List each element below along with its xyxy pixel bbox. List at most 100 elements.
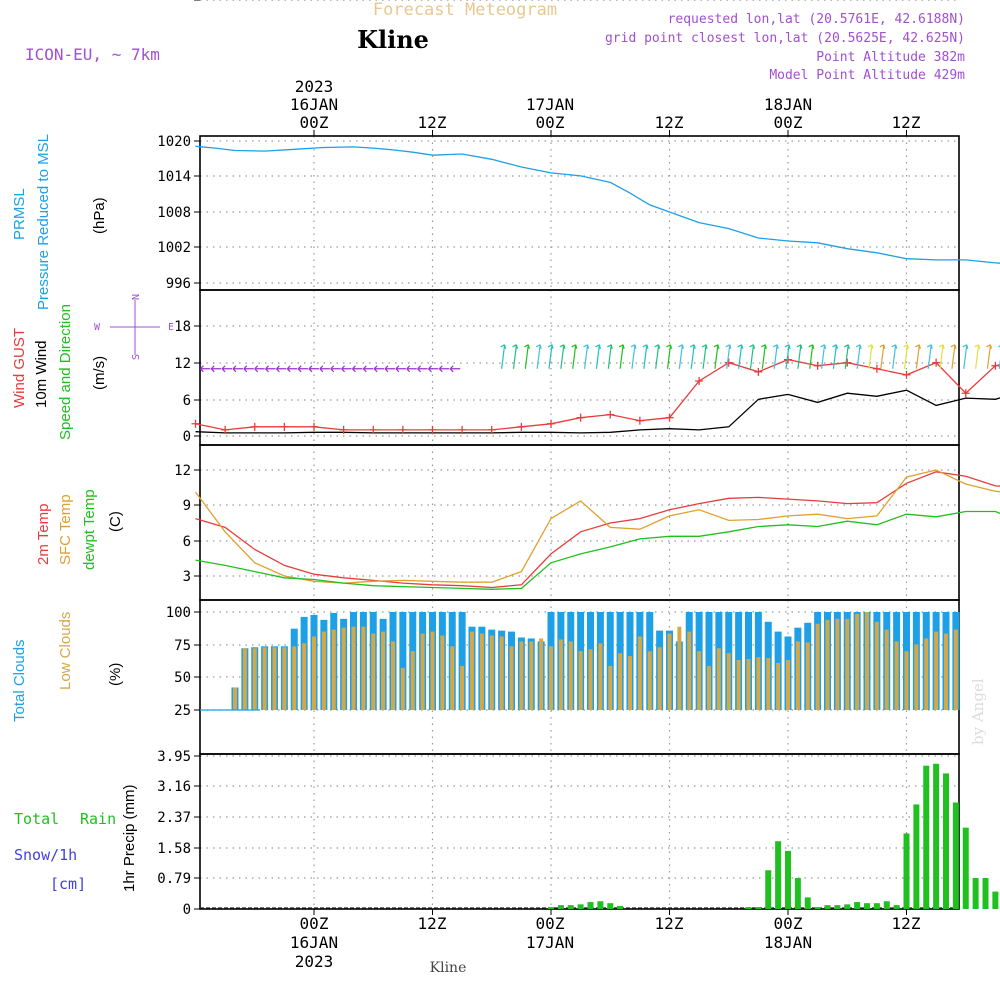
low-cloud-bar: [697, 651, 702, 710]
gust-marker: [458, 425, 467, 434]
wind-arrow: [512, 344, 519, 369]
rain-bar: [794, 878, 801, 909]
gust-marker: [872, 364, 881, 373]
rain-bar: [785, 850, 791, 909]
low-cloud-bar: [756, 657, 761, 710]
gust-marker: [576, 413, 585, 422]
gust-marker: [754, 367, 763, 376]
wind-arrow: [986, 344, 993, 369]
y-tick-label: 0: [183, 0, 191, 4]
y-tick-label: 3: [183, 569, 191, 585]
y-tick-label: 12: [174, 356, 191, 372]
wind-arrow: [867, 344, 874, 369]
low-cloud-bar: [292, 646, 297, 710]
low-cloud-bar: [509, 646, 514, 710]
wind-arrow: [891, 344, 898, 369]
wind-arrow: [221, 365, 233, 373]
low-cloud-bar: [272, 647, 277, 710]
low-cloud-bar: [361, 626, 366, 710]
top-day-1: 16JAN: [290, 95, 338, 114]
y-tick-label: 6: [183, 393, 191, 409]
low-cloud-bar: [637, 636, 642, 710]
y-tick-label: 1014: [157, 169, 191, 185]
y-tick-label: 2.37: [157, 810, 191, 826]
rain-bar: [557, 905, 564, 909]
gust-marker: [724, 358, 733, 367]
point-altitude: Point Altitude 382m: [816, 50, 965, 65]
low-cloud-bar: [815, 623, 820, 710]
top-hour-5: 00Z: [774, 113, 803, 132]
wind-arrow: [275, 365, 287, 373]
rain-bar: [548, 907, 554, 909]
top-hour-3: 00Z: [536, 113, 565, 132]
wind-arrow: [784, 344, 791, 369]
wind-arrow: [844, 344, 850, 369]
low-cloud-bar: [805, 642, 810, 710]
rain-bar: [893, 905, 900, 909]
rain-bar: [972, 878, 979, 909]
dewpt-label: dewpt Temp: [81, 489, 98, 570]
direction-label: Speed and Direction: [57, 304, 74, 440]
low-cloud-bar: [519, 641, 524, 710]
low-cloud-bar: [687, 631, 692, 710]
low-cloud-bar: [677, 626, 682, 710]
model-label: ICON-EU, ~ 7km: [25, 45, 160, 64]
y-tick-label: 1002: [157, 240, 191, 256]
low-cloud-bar: [953, 629, 958, 710]
low-cloud-bar: [944, 633, 948, 710]
top-year: 2023: [295, 77, 334, 96]
y-tick-label: 3.95: [157, 749, 191, 765]
wind-arrow: [725, 344, 732, 369]
bottom-hour-3: 00Z: [536, 914, 565, 933]
gust-marker: [191, 419, 200, 428]
low-cloud-bar: [282, 647, 287, 710]
wind-arrow: [297, 365, 309, 373]
wind-arrow: [524, 344, 530, 369]
low-cloud-bar: [835, 618, 840, 710]
gust-marker: [843, 358, 852, 367]
gust-marker: [369, 425, 378, 434]
rain-bar: [923, 765, 930, 909]
gust-marker: [961, 389, 970, 398]
low-cloud-bar: [479, 633, 484, 710]
y-tick-label: 12: [174, 463, 191, 479]
y-tick-label: 0: [183, 902, 191, 918]
y-tick-label: 1008: [157, 205, 191, 221]
pressure-label-2: Pressure Reduced to MSL: [35, 134, 52, 310]
wind-arrow: [341, 365, 352, 373]
low-cloud-bar: [934, 631, 939, 710]
low-cloud-bar: [874, 621, 879, 710]
gust-marker: [310, 422, 318, 431]
low-cloud-bar: [381, 631, 386, 710]
gust-marker: [665, 413, 674, 422]
rain-bar: [962, 827, 969, 909]
low-cloud-bar: [894, 641, 899, 710]
y-tick-label: 3.16: [157, 779, 191, 795]
y-tick-label: 0.79: [157, 871, 191, 887]
low-cloud-bar: [726, 653, 731, 710]
wind-arrow: [749, 344, 756, 369]
rain-bar: [982, 878, 989, 909]
low-cloud-bar: [884, 629, 889, 710]
low-cloud-bar: [529, 641, 534, 710]
low-cloud-bar: [252, 648, 257, 710]
gust-marker: [339, 425, 348, 434]
low-cloud-bar: [450, 646, 455, 710]
rain-bar: [755, 907, 762, 909]
bottom-hour-1: 00Z: [300, 914, 329, 933]
wind-arrow: [808, 344, 815, 369]
top-day-2: 17JAN: [526, 95, 574, 114]
wind-arrow: [395, 365, 406, 373]
bottom-hour-5: 00Z: [774, 914, 803, 933]
wind-label: 10m Wind: [33, 340, 50, 408]
wind-arrow: [500, 344, 507, 369]
low-cloud-bar: [400, 667, 405, 710]
rain-bar: [587, 902, 594, 909]
rain-bar: [824, 905, 831, 909]
footer-location: Kline: [430, 960, 467, 976]
low-cloud-bar: [440, 635, 445, 710]
wind-arrow: [286, 365, 298, 373]
gust-label: Wind GUST: [11, 328, 28, 408]
wind-arrow: [595, 344, 602, 369]
